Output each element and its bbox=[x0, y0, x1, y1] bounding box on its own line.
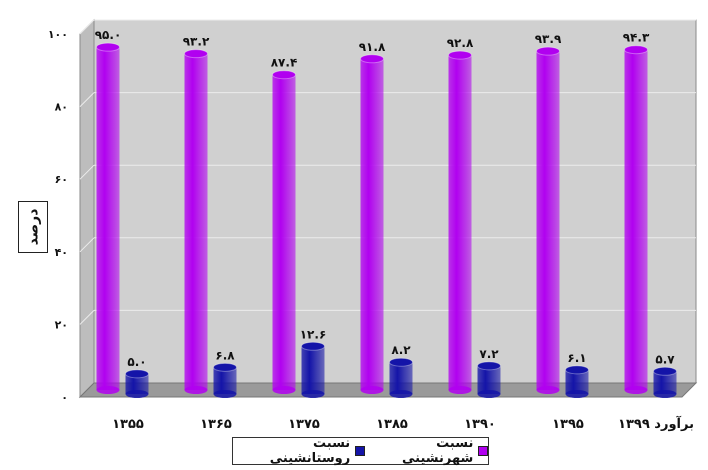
data-label-urban: ۹۲.۸ bbox=[447, 36, 474, 50]
bar-rural bbox=[213, 367, 237, 394]
bar-urban-top bbox=[184, 49, 208, 59]
gridline-side bbox=[79, 19, 95, 35]
bar-rural-top bbox=[213, 362, 237, 372]
bar-urban bbox=[272, 74, 296, 390]
y-tick-label: ۸۰ bbox=[55, 101, 68, 114]
bar-urban-top bbox=[360, 54, 384, 64]
x-tick-label: ۱۳۹۵ bbox=[552, 417, 584, 432]
data-label-rural: ۱۲.۶ bbox=[300, 327, 327, 341]
bar-urban bbox=[448, 55, 472, 391]
bar-rural-top bbox=[477, 361, 501, 371]
bar-urban-top bbox=[272, 70, 296, 80]
bar-urban bbox=[184, 53, 208, 391]
data-label-urban: ۹۵.۰ bbox=[95, 28, 122, 42]
gridline-side bbox=[79, 164, 95, 180]
data-label-rural: ۵.۷ bbox=[655, 352, 675, 366]
data-label-rural: ۵.۰ bbox=[127, 355, 146, 369]
bar-rural-base bbox=[477, 390, 501, 398]
bar-rural-top bbox=[301, 341, 325, 351]
bar-rural-base bbox=[389, 390, 413, 398]
bar-urban-top bbox=[624, 45, 648, 55]
gridline-side bbox=[79, 310, 95, 325]
bar-rural bbox=[125, 373, 149, 394]
data-label-rural: ۷.۲ bbox=[479, 347, 499, 361]
legend-label-urban: نسبت شهرنشینی bbox=[401, 436, 474, 466]
y-tick-label: ۱۰۰ bbox=[48, 28, 68, 41]
bar-urban-base bbox=[272, 386, 296, 394]
data-label-urban: ۹۱.۸ bbox=[359, 40, 386, 54]
bar-urban-top bbox=[96, 42, 120, 52]
y-axis-label-box: درصد bbox=[18, 201, 48, 253]
legend-item-urban: نسبت شهرنشینی bbox=[365, 436, 488, 466]
plot-side-wall bbox=[79, 18, 95, 399]
y-tick-label: ۴۰ bbox=[55, 246, 68, 259]
data-label-rural: ۶.۸ bbox=[215, 348, 235, 362]
legend-swatch-rural bbox=[355, 446, 365, 456]
data-label-urban: ۸۷.۴ bbox=[271, 56, 298, 70]
legend-swatch-urban bbox=[478, 446, 488, 456]
x-tick-label: ۱۳۸۵ bbox=[376, 417, 408, 432]
legend-item-rural: نسبت روستانشینی bbox=[233, 436, 365, 466]
bar-urban-top bbox=[448, 50, 472, 60]
bar-rural bbox=[653, 371, 677, 394]
data-label-rural: ۸.۲ bbox=[391, 343, 411, 357]
bar-urban-top bbox=[536, 46, 560, 56]
data-label-urban: ۹۳.۹ bbox=[535, 32, 562, 46]
bar-rural bbox=[565, 369, 589, 394]
bar-urban-base bbox=[448, 386, 472, 394]
bar-urban-base bbox=[360, 386, 384, 394]
bar-rural-top bbox=[125, 369, 149, 379]
y-axis-label: درصد bbox=[25, 208, 42, 246]
x-tick-label: ۱۳۶۵ bbox=[200, 417, 232, 432]
bar-rural-base bbox=[125, 390, 149, 398]
data-label-urban: ۹۴.۳ bbox=[623, 31, 650, 45]
bar-rural-top bbox=[653, 366, 677, 376]
y-tick-label: ۲۰ bbox=[55, 318, 68, 331]
bar-rural-base bbox=[301, 390, 325, 398]
bar-rural bbox=[477, 365, 501, 394]
bar-urban bbox=[536, 51, 560, 390]
y-tick-label: ۶۰ bbox=[55, 173, 68, 186]
bar-rural-top bbox=[565, 365, 589, 375]
bar-urban bbox=[96, 47, 120, 391]
legend: نسبت شهرنشینی نسبت روستانشینی bbox=[232, 436, 489, 466]
x-tick-label: ۱۳۷۵ bbox=[288, 417, 320, 432]
x-tick-label: ۱۳۵۵ bbox=[112, 417, 144, 432]
bar-urban-base bbox=[96, 386, 120, 394]
x-tick-label: برآورد ۱۳۹۹ bbox=[618, 415, 694, 432]
bar-rural bbox=[301, 346, 325, 394]
bar-rural-base bbox=[653, 390, 677, 398]
x-tick-label: ۱۳۹۰ bbox=[464, 417, 496, 432]
gridline-side bbox=[79, 92, 95, 107]
plot-floor bbox=[78, 382, 698, 398]
bar-urban-base bbox=[624, 386, 648, 394]
plot-back-wall bbox=[93, 19, 697, 384]
bar-rural-base bbox=[565, 390, 589, 398]
legend-label-rural: نسبت روستانشینی bbox=[269, 436, 351, 466]
bar-urban-base bbox=[184, 386, 208, 394]
data-label-urban: ۹۳.۲ bbox=[183, 35, 210, 49]
bar-rural-top bbox=[389, 357, 413, 367]
bar-rural-base bbox=[213, 390, 237, 398]
y-tick-label: ۰ bbox=[61, 391, 68, 404]
bar-rural bbox=[389, 362, 413, 394]
bar-urban-base bbox=[536, 386, 560, 394]
bar-urban bbox=[624, 49, 648, 390]
bar-urban bbox=[360, 58, 384, 391]
data-label-rural: ۶.۱ bbox=[567, 351, 586, 365]
gridline-side bbox=[79, 237, 95, 253]
